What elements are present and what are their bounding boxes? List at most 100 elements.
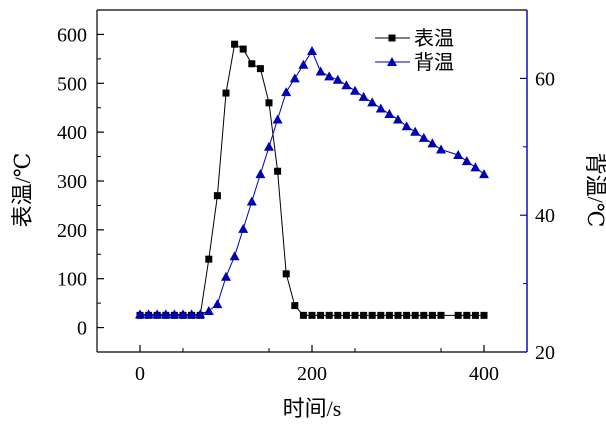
data-point-series-2 bbox=[307, 46, 317, 56]
data-point-series-1 bbox=[385, 311, 393, 319]
left-y-axis-title: 表温/℃ bbox=[10, 153, 35, 228]
data-point-series-2 bbox=[238, 223, 249, 233]
right-y-tick-label: 40 bbox=[535, 205, 555, 227]
data-point-series-2 bbox=[135, 309, 145, 319]
data-point-series-2 bbox=[298, 59, 309, 69]
data-point-series-1 bbox=[394, 311, 402, 319]
data-point-series-2 bbox=[160, 309, 171, 319]
data-point-series-2 bbox=[384, 108, 395, 118]
data-point-series-1 bbox=[334, 311, 342, 319]
data-point-series-1 bbox=[411, 311, 419, 319]
right-y-axis-title: 背温/℃ bbox=[583, 153, 606, 228]
data-point-series-1 bbox=[265, 99, 273, 107]
data-point-series-1 bbox=[471, 311, 479, 319]
data-point-series-1 bbox=[274, 167, 282, 175]
left-y-tick-label: 100 bbox=[57, 269, 87, 291]
left-y-axis: 0 100 200 300 400 500 600 bbox=[57, 24, 104, 340]
data-point-series-2 bbox=[470, 162, 481, 172]
data-point-series-1 bbox=[239, 45, 247, 53]
data-point-series-2 bbox=[375, 103, 386, 113]
right-y-tick-label: 60 bbox=[535, 68, 555, 90]
data-point-series-1 bbox=[222, 89, 230, 97]
data-point-series-2 bbox=[367, 97, 378, 107]
data-point-series-2 bbox=[178, 309, 188, 319]
data-point-series-1 bbox=[420, 311, 428, 319]
series-lines bbox=[140, 43, 485, 316]
left-y-tick-label: 200 bbox=[57, 220, 87, 242]
data-point-series-2 bbox=[229, 251, 240, 261]
data-point-series-2 bbox=[453, 150, 464, 160]
data-point-series-2 bbox=[350, 85, 360, 95]
data-point-series-2 bbox=[324, 71, 335, 81]
data-point-series-1 bbox=[403, 311, 411, 319]
data-point-series-2 bbox=[246, 196, 257, 206]
data-point-series-2 bbox=[203, 305, 214, 315]
data-point-series-1 bbox=[480, 311, 488, 319]
left-y-tick-label: 500 bbox=[57, 73, 87, 95]
left-y-tick-label: 300 bbox=[57, 171, 87, 193]
data-point-series-2 bbox=[152, 309, 163, 319]
data-point-series-2 bbox=[143, 309, 154, 319]
data-point-series-1 bbox=[317, 311, 325, 319]
data-point-series-1 bbox=[205, 255, 213, 263]
data-point-series-1 bbox=[377, 311, 385, 319]
data-point-series-2 bbox=[427, 138, 438, 148]
data-point-series-2 bbox=[315, 66, 326, 76]
data-point-series-1 bbox=[231, 40, 239, 48]
legend-marker-2 bbox=[387, 57, 397, 66]
data-point-series-1 bbox=[454, 311, 462, 319]
data-point-series-1 bbox=[282, 270, 290, 278]
data-point-series-2 bbox=[221, 271, 231, 281]
data-point-series-2 bbox=[289, 73, 300, 83]
data-point-series-1 bbox=[342, 311, 350, 319]
data-point-series-2 bbox=[264, 141, 274, 151]
data-point-series-2 bbox=[436, 144, 446, 154]
data-point-series-1 bbox=[325, 311, 333, 319]
data-point-series-2 bbox=[410, 126, 421, 136]
data-point-series-2 bbox=[332, 74, 343, 84]
left-y-tick-label: 400 bbox=[57, 122, 87, 144]
data-point-series-2 bbox=[418, 132, 429, 142]
data-point-series-2 bbox=[255, 169, 266, 179]
x-axis-title: 时间/s bbox=[283, 396, 342, 421]
data-point-series-2 bbox=[341, 80, 352, 90]
x-axis: 0 200 400 bbox=[135, 345, 499, 385]
x-tick-label: 400 bbox=[469, 363, 499, 385]
data-point-series-1 bbox=[437, 311, 445, 319]
data-point-series-1 bbox=[428, 311, 436, 319]
legend-label-1: 表温 bbox=[414, 27, 454, 50]
data-point-series-1 bbox=[256, 65, 264, 73]
data-point-series-2 bbox=[195, 309, 206, 319]
data-point-series-2 bbox=[358, 91, 369, 101]
data-point-series-2 bbox=[281, 87, 292, 97]
data-point-series-1 bbox=[308, 311, 316, 319]
left-y-tick-label: 600 bbox=[57, 24, 87, 46]
series-line-1 bbox=[140, 43, 484, 316]
data-point-series-1 bbox=[368, 311, 376, 319]
data-point-series-1 bbox=[213, 192, 221, 200]
data-point-series-2 bbox=[169, 309, 180, 319]
right-y-axis: 20 40 60 bbox=[520, 68, 555, 364]
data-point-series-1 bbox=[360, 311, 368, 319]
plot-frame bbox=[96, 9, 528, 353]
series-line-2 bbox=[140, 49, 485, 315]
left-y-tick-label: 0 bbox=[77, 318, 87, 340]
data-point-series-2 bbox=[393, 114, 403, 124]
right-y-tick-label: 20 bbox=[535, 342, 555, 364]
data-point-series-2 bbox=[272, 114, 283, 124]
data-point-series-1 bbox=[248, 60, 256, 68]
data-point-series-2 bbox=[401, 121, 412, 131]
data-point-series-2 bbox=[479, 169, 489, 179]
series-markers bbox=[135, 40, 489, 319]
data-point-series-1 bbox=[463, 311, 471, 319]
data-point-series-2 bbox=[186, 309, 197, 319]
data-point-series-1 bbox=[291, 302, 299, 310]
data-point-series-1 bbox=[299, 311, 307, 319]
x-tick-label: 200 bbox=[297, 363, 327, 385]
data-point-series-1 bbox=[351, 311, 359, 319]
x-tick-label: 0 bbox=[135, 363, 145, 385]
legend-marker-1 bbox=[388, 34, 396, 42]
data-point-series-2 bbox=[461, 156, 472, 166]
